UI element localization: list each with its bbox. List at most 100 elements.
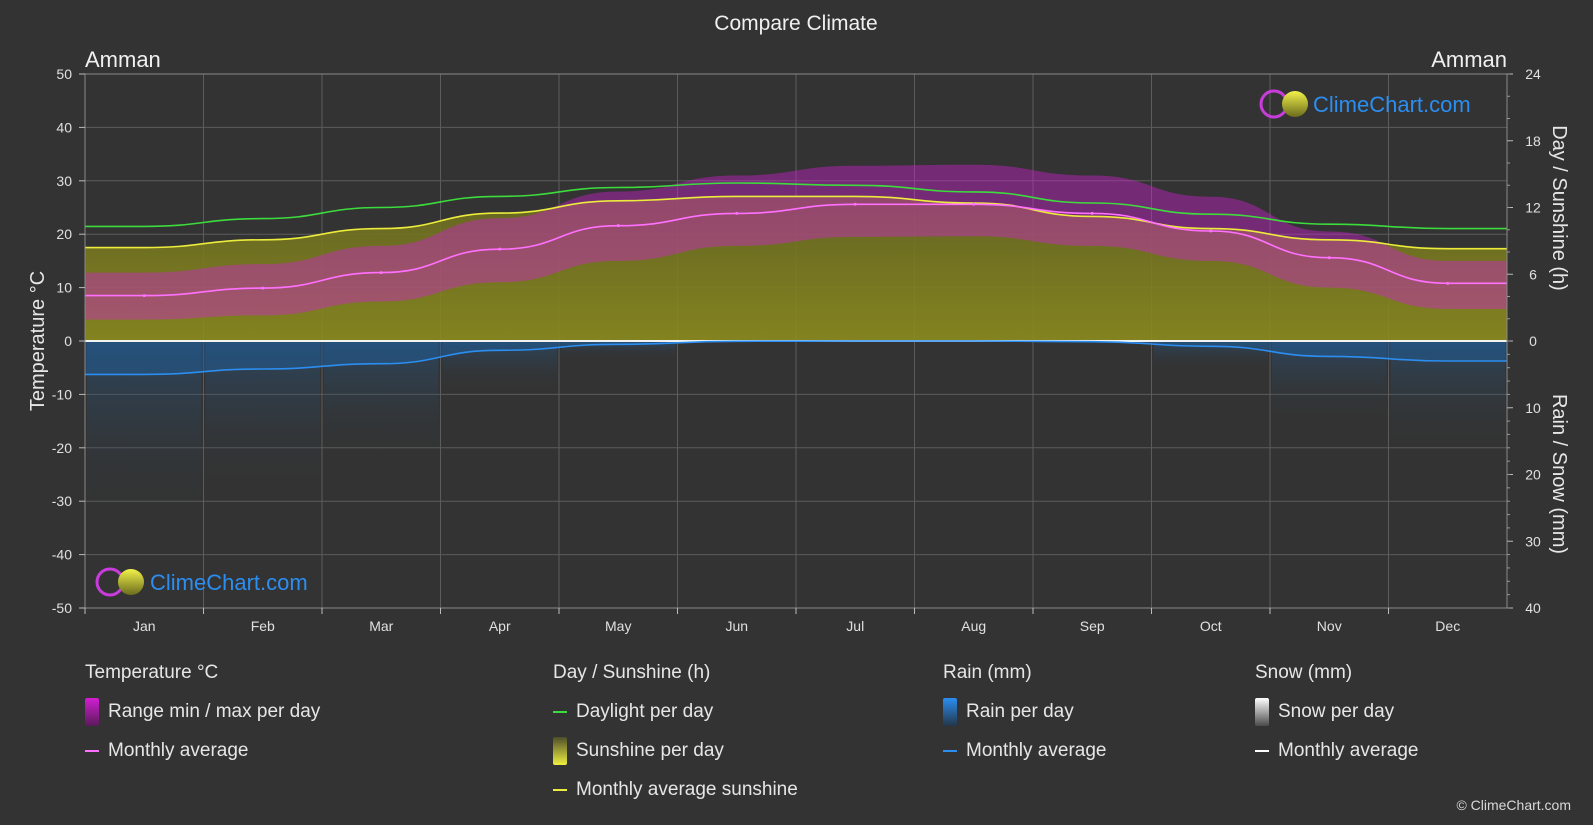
rain-per-day-band [324, 341, 439, 466]
logo-sun-icon [1282, 91, 1308, 117]
climate-chart: Compare Climate Amman Amman 50 40 30 20 10 0 -… [27, 12, 1570, 634]
temperature-range-band [85, 164, 1507, 320]
data-layer [84, 164, 1507, 525]
legend-item-label: Monthly average [1278, 739, 1419, 761]
left-tick-label: 20 [56, 226, 72, 242]
legend-item: Monthly average [1255, 731, 1418, 770]
right-top-tick-label: 0 [1529, 333, 1537, 349]
temperature-average-point [379, 271, 383, 275]
rain-average-line [85, 340, 1507, 376]
location-right: Amman [1431, 47, 1507, 72]
legend-group-title: Day / Sunshine (h) [553, 662, 711, 683]
legend-item-label: Daylight per day [576, 700, 714, 722]
snow-swatch-icon [1255, 697, 1269, 726]
line-swatch-icon [943, 749, 957, 752]
right-bottom-tick-label: 10 [1525, 400, 1541, 416]
axes: 50 40 30 20 10 0 -10 -20 -30 -40 -50 24 18 12 6 0 10 20 30… [52, 66, 1541, 634]
watermark-text: ClimeChart.com [1313, 92, 1471, 117]
left-tick-label: -30 [52, 493, 72, 509]
temperature-average-line [85, 203, 1507, 297]
x-tick-label: Mar [369, 618, 393, 634]
left-tick-label: -20 [52, 440, 72, 456]
range-swatch-icon [85, 697, 99, 726]
temperature-average-point [616, 224, 620, 228]
right-bottom-tick-label: 30 [1525, 533, 1541, 549]
rain-per-day-band [205, 341, 320, 496]
rain-per-day-band [1390, 341, 1505, 452]
x-tick-label: Apr [489, 618, 511, 634]
legend-item: Range min / max per day [85, 692, 320, 731]
line-swatch-icon [85, 749, 99, 752]
legend-item: Rain per day [943, 692, 1106, 731]
temperature-average-point [1327, 256, 1331, 260]
x-tick-label: Sep [1080, 618, 1105, 634]
x-tick-label: Nov [1317, 618, 1342, 634]
left-tick-label: -40 [52, 547, 72, 563]
legend-item-label: Monthly average sunshine [576, 778, 798, 800]
left-tick-label: -10 [52, 386, 72, 402]
chart-title: Compare Climate [714, 12, 877, 35]
left-tick-label: -50 [52, 600, 72, 616]
left-tick-label: 10 [56, 280, 72, 296]
legend-item: Sunshine per day [553, 731, 798, 770]
rain-area [85, 341, 1507, 375]
watermark-text: ClimeChart.com [150, 570, 308, 595]
right-axis-bottom-label: Rain / Snow (mm) [1548, 394, 1570, 554]
left-tick-label: 50 [56, 66, 72, 82]
right-top-tick-label: 24 [1525, 66, 1541, 82]
legend-group-temperature: Temperature °C Range min / max per day M… [85, 662, 320, 770]
legend-item-label: Range min / max per day [108, 700, 321, 722]
right-top-tick-label: 6 [1529, 266, 1537, 282]
right-axis-top-label: Day / Sunshine (h) [1548, 125, 1570, 291]
legend-item: Daylight per day [553, 692, 798, 731]
logo-sun-icon [118, 569, 144, 595]
legend-item: Monthly average [85, 731, 320, 770]
legend-item-label: Sunshine per day [576, 739, 724, 761]
watermark-bottom: ClimeChart.com [95, 567, 308, 597]
temperature-average-point [1090, 211, 1094, 215]
legend-group-rain: Rain (mm) Rain per day Monthly average [943, 662, 1106, 770]
legend-item: Snow per day [1255, 692, 1418, 731]
temperature-average-point [1446, 281, 1450, 285]
rain-per-day-band [87, 341, 202, 525]
legend-item-label: Snow per day [1278, 700, 1395, 722]
sunshine-swatch-icon [553, 736, 567, 765]
temperature-average-point [498, 247, 502, 251]
legend-group-title: Rain (mm) [943, 662, 1032, 683]
x-tick-label: Aug [961, 618, 986, 634]
left-tick-label: 30 [56, 173, 72, 189]
legend-item: Monthly average sunshine [553, 770, 798, 809]
x-tick-label: May [605, 618, 631, 634]
legend-group-title: Temperature °C [85, 662, 219, 683]
x-tick-label: Jul [846, 618, 864, 634]
x-tick-label: Oct [1200, 618, 1222, 634]
line-swatch-icon [553, 788, 567, 791]
left-tick-label: 0 [64, 333, 72, 349]
temperature-average-point [853, 202, 857, 206]
x-tick-label: Jun [725, 618, 748, 634]
legend-item: Monthly average [943, 731, 1106, 770]
x-tick-label: Feb [251, 618, 275, 634]
legend: Temperature °C Range min / max per day M… [0, 662, 1593, 812]
right-bottom-tick-label: 40 [1525, 600, 1541, 616]
legend-group-sunshine: Day / Sunshine (h) Daylight per day Suns… [553, 662, 798, 809]
legend-item-label: Monthly average [108, 739, 249, 761]
rain-per-day-band [1035, 341, 1150, 345]
left-tick-label: 40 [56, 119, 72, 135]
legend-group-snow: Snow (mm) Snow per day Monthly average [1255, 662, 1418, 770]
right-bottom-tick-label: 20 [1525, 467, 1541, 483]
copyright: © ClimeChart.com [1456, 797, 1571, 813]
temperature-average-point [1209, 229, 1213, 233]
x-tick-label: Dec [1435, 618, 1460, 634]
temperature-average-point [972, 202, 976, 206]
right-top-tick-label: 12 [1525, 200, 1541, 216]
legend-item-label: Rain per day [966, 700, 1074, 722]
rain-swatch-icon [943, 697, 957, 726]
temperature-average-point [261, 286, 265, 290]
legend-item-label: Monthly average [966, 739, 1107, 761]
x-tick-label: Jan [133, 618, 156, 634]
sunshine-average-line [84, 195, 1507, 250]
left-axis-label: Temperature °C [27, 271, 49, 411]
watermark-top: ClimeChart.com [1259, 89, 1471, 119]
line-swatch-icon [1255, 749, 1269, 752]
